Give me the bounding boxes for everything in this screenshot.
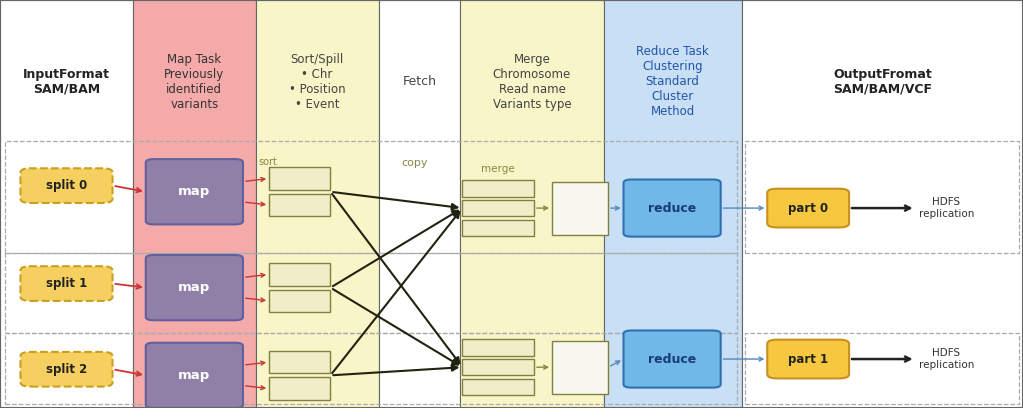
Text: InputFormat
SAM/BAM: InputFormat SAM/BAM xyxy=(23,68,110,95)
Bar xyxy=(379,0,460,408)
Text: Map Task
Previously
identified
variants: Map Task Previously identified variants xyxy=(165,53,224,111)
Bar xyxy=(5,253,737,333)
Text: part 1: part 1 xyxy=(788,353,829,366)
Bar xyxy=(269,194,330,216)
Text: Reduce Task
Clustering
Standard
Cluster
Method: Reduce Task Clustering Standard Cluster … xyxy=(636,45,709,118)
Bar xyxy=(462,339,534,356)
FancyBboxPatch shape xyxy=(624,180,720,237)
FancyBboxPatch shape xyxy=(146,159,243,224)
Text: Sort/Spill
• Chr
• Position
• Event: Sort/Spill • Chr • Position • Event xyxy=(288,53,346,111)
Text: copy: copy xyxy=(401,158,428,168)
Text: map: map xyxy=(178,281,211,294)
FancyBboxPatch shape xyxy=(20,168,113,203)
Text: HDFS
replication: HDFS replication xyxy=(919,348,974,370)
Bar xyxy=(5,333,737,404)
Bar xyxy=(0,0,133,408)
Text: map: map xyxy=(178,185,211,198)
Text: OutputFromat
SAM/BAM/VCF: OutputFromat SAM/BAM/VCF xyxy=(833,68,932,95)
FancyBboxPatch shape xyxy=(146,343,243,408)
Bar xyxy=(745,333,1019,404)
Bar xyxy=(269,167,330,190)
Text: HDFS
replication: HDFS replication xyxy=(919,197,974,219)
Bar xyxy=(462,359,534,375)
Text: reduce: reduce xyxy=(648,353,697,366)
Bar xyxy=(269,290,330,312)
FancyBboxPatch shape xyxy=(146,255,243,320)
Bar xyxy=(745,141,1019,253)
FancyBboxPatch shape xyxy=(767,339,849,379)
FancyBboxPatch shape xyxy=(20,266,113,301)
Text: split 0: split 0 xyxy=(46,179,87,192)
FancyBboxPatch shape xyxy=(767,188,849,228)
Text: reduce: reduce xyxy=(648,202,697,215)
Bar xyxy=(462,180,534,197)
Bar xyxy=(5,141,737,253)
Bar xyxy=(256,0,379,408)
Bar xyxy=(269,377,330,400)
Bar xyxy=(462,200,534,216)
Bar xyxy=(462,379,534,395)
Bar xyxy=(269,351,330,373)
Bar xyxy=(604,0,742,408)
Bar xyxy=(552,341,609,394)
Text: Fetch: Fetch xyxy=(402,75,437,88)
FancyBboxPatch shape xyxy=(20,352,113,387)
Text: split 2: split 2 xyxy=(46,363,87,376)
Bar xyxy=(742,0,1023,408)
FancyBboxPatch shape xyxy=(624,330,720,388)
Text: sort: sort xyxy=(259,157,277,167)
Text: part 0: part 0 xyxy=(788,202,829,215)
Text: split 1: split 1 xyxy=(46,277,87,290)
Text: map: map xyxy=(178,369,211,382)
Bar xyxy=(269,263,330,286)
Bar xyxy=(552,182,609,235)
Text: merge: merge xyxy=(482,164,515,174)
Bar xyxy=(460,0,604,408)
Text: Merge
Chromosome
Read name
Variants type: Merge Chromosome Read name Variants type xyxy=(493,53,571,111)
Bar xyxy=(462,220,534,236)
Bar xyxy=(133,0,256,408)
